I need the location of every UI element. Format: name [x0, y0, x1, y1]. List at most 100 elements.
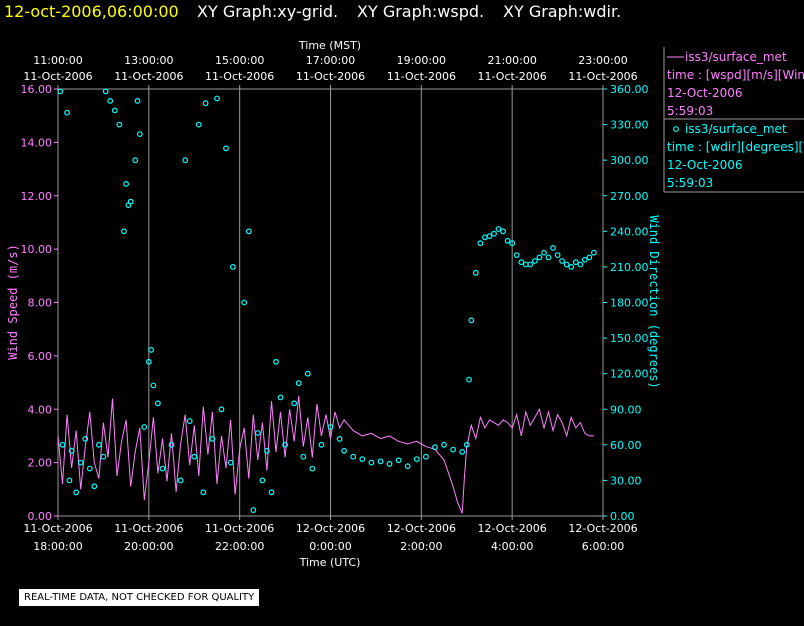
wind-direction-point [318, 441, 325, 448]
wind-direction-point [159, 465, 166, 472]
wind-direction-point [359, 456, 366, 463]
wind-direction-point [282, 441, 289, 448]
wind-direction-point [68, 447, 75, 454]
wind-direction-point [463, 441, 470, 448]
quality-notice: REAL-TIME DATA, NOT CHECKED FOR QUALITY [19, 589, 260, 606]
wind-direction-point [495, 226, 502, 232]
header-title-wdir: XY Graph:wdir. [503, 2, 621, 21]
wind-direction-point [182, 157, 189, 164]
left-tick-label: 6.00 [28, 350, 53, 363]
wind-direction-point [227, 459, 234, 466]
left-tick-label: 0.00 [28, 510, 53, 523]
left-axis-ticks: 0.00 2.00 4.00 6.00 8.00 10.00 12.00 14.00 16.00 [21, 83, 58, 523]
top-tick-time: 15:00:00 [215, 54, 264, 67]
wind-direction-point [120, 228, 127, 235]
wind-direction-point [309, 465, 316, 472]
right-tick-label: 210.00 [610, 261, 649, 274]
wind-direction-point [459, 449, 466, 455]
wind-direction-point [563, 261, 570, 268]
wind-direction-point [259, 477, 266, 484]
top-tick-date: 11-Oct-2006 [478, 70, 547, 83]
left-tick-label: 14.00 [21, 136, 53, 149]
left-tick-label: 8.00 [28, 297, 53, 310]
wind-direction-point [57, 88, 64, 95]
wind-direction-point [168, 441, 175, 448]
wind-direction-point [91, 483, 98, 490]
wind-direction-point [377, 458, 384, 465]
wind-direction-point [568, 264, 575, 270]
legend-wdir-swatch [673, 126, 679, 132]
bottom-tick-date: 12-Oct-2006 [568, 522, 637, 535]
x-bottom-axis-label: Time (UTC) [299, 556, 361, 569]
wind-direction-point [116, 121, 123, 128]
legend-wspd-line3: 12-Oct-2006 [667, 86, 743, 100]
right-tick-label: 150.00 [610, 332, 649, 345]
wind-direction-point [559, 258, 565, 264]
wind-direction-point [468, 317, 475, 324]
wind-direction-point [66, 477, 73, 484]
wind-direction-point [195, 121, 202, 128]
wind-direction-point [300, 453, 307, 460]
wind-direction-point [218, 406, 225, 413]
wind-direction-point [395, 457, 402, 464]
wind-direction-point [82, 436, 89, 442]
wind-direction-point [532, 258, 538, 264]
left-tick-label: 16.00 [21, 83, 53, 96]
wind-direction-point [581, 256, 588, 263]
right-tick-label: 360.00 [610, 83, 649, 96]
wind-direction-point [336, 436, 343, 442]
wind-direction-point [264, 447, 270, 454]
wind-direction-point [150, 382, 157, 389]
top-tick-time: 11:00:00 [33, 54, 82, 67]
bottom-tick-time: 22:00:00 [215, 540, 264, 553]
plot-grid [57, 88, 604, 517]
top-tick-time: 13:00:00 [124, 54, 173, 67]
legend-wspd-line4: 5:59:03 [667, 104, 713, 118]
right-tick-label: 30.00 [610, 474, 642, 487]
wind-direction-point [107, 97, 114, 104]
wind-direction-point [254, 430, 261, 436]
wind-direction-point [202, 100, 209, 107]
wind-direction-point [123, 180, 129, 187]
wind-direction-point [413, 456, 420, 463]
top-tick-time: 19:00:00 [397, 54, 446, 67]
top-tick-date: 11-Oct-2006 [568, 70, 637, 83]
wind-direction-point [482, 234, 488, 241]
legend-wspd-line1: iss3/surface_met [685, 50, 787, 64]
wind-direction-point [64, 109, 70, 116]
wind-direction-point [591, 249, 597, 256]
wind-direction-point [550, 244, 556, 251]
left-tick-label: 10.00 [21, 243, 53, 256]
right-tick-label: 300.00 [610, 154, 649, 167]
wind-direction-point [545, 254, 552, 261]
right-tick-label: 0.00 [610, 510, 635, 523]
wind-direction-point [125, 202, 132, 209]
wind-direction-point [327, 424, 334, 430]
wind-direction-point [504, 237, 511, 244]
wind-direction-point [200, 489, 207, 496]
legend-wdir-line4: 5:59:03 [667, 176, 713, 190]
wind-direction-point [223, 145, 229, 152]
wind-direction-point [86, 465, 93, 472]
wind-direction-point [541, 249, 547, 256]
wind-direction-point [472, 269, 479, 276]
wind-direction-point [577, 261, 584, 268]
bottom-tick-time: 18:00:00 [33, 540, 82, 553]
wind-direction-point [295, 380, 302, 387]
bottom-tick-time: 6:00:00 [582, 540, 624, 553]
header-title-grid: XY Graph:xy-grid. [197, 2, 338, 21]
x-top-axis-label: Time (MST) [298, 39, 361, 52]
bottom-tick-date: 12-Oct-2006 [478, 522, 547, 535]
top-tick-time: 17:00:00 [306, 54, 355, 67]
bottom-axis-ticks: 11-Oct-2006 18:00:00 11-Oct-2006 20:00:00 11… [23, 516, 638, 553]
bottom-tick-time: 4:00:00 [491, 540, 533, 553]
wind-direction-point [229, 264, 236, 270]
wind-direction-point [432, 444, 438, 451]
wind-direction-point [368, 459, 375, 466]
wind-direction-point [404, 463, 411, 470]
wind-direction-point [277, 394, 284, 401]
wind-direction-point [245, 228, 252, 235]
right-tick-label: 240.00 [610, 225, 649, 238]
wind-direction-point [214, 95, 220, 102]
top-tick-date: 11-Oct-2006 [205, 70, 274, 83]
